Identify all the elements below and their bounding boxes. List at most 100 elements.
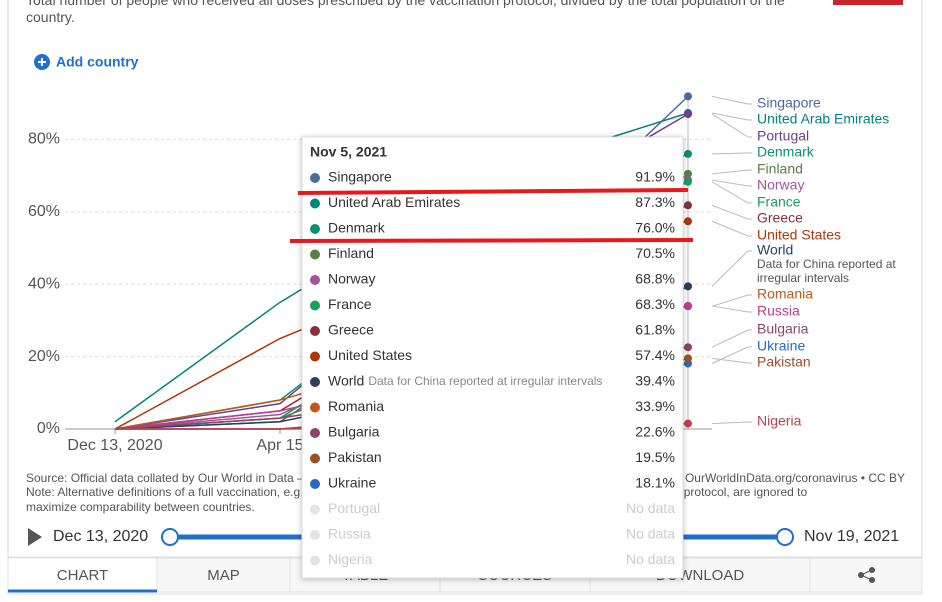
note: maximize comparability between countries…: [26, 500, 255, 514]
end-dot: [684, 343, 692, 352]
legend-label[interactable]: Denmark: [757, 144, 815, 160]
label-connector: [711, 294, 752, 307]
tooltip-value: 68.3%: [635, 296, 675, 312]
tooltip-note: Data for China reported at irregular int…: [368, 374, 602, 388]
tooltip-dot: [310, 479, 320, 489]
tooltip-name: Ukraine: [328, 475, 376, 491]
tooltip-dot: [310, 504, 320, 515]
end-dot: [684, 282, 692, 291]
legend-label[interactable]: Portugal: [757, 128, 809, 144]
share-icon[interactable]: [858, 567, 875, 583]
timeline-start: Dec 13, 2020: [53, 528, 148, 545]
tooltip-value: 22.6%: [635, 424, 675, 440]
subtitle: Total number of people who received all …: [26, 0, 785, 25]
end-dot: [684, 217, 692, 226]
tooltip-value: 61.8%: [635, 322, 675, 338]
label-connector: [711, 112, 752, 121]
tab[interactable]: [7, 557, 158, 593]
tooltip-name: Finland: [328, 245, 374, 261]
legend-label[interactable]: Finland: [757, 161, 803, 177]
tooltip-dot: [310, 224, 320, 234]
label-connector: [711, 152, 752, 155]
label-connector: [711, 113, 752, 138]
tab-label[interactable]: MAP: [207, 567, 240, 584]
tooltip-name: United Arab Emirates: [328, 194, 460, 210]
legend-label[interactable]: Pakistan: [757, 354, 811, 370]
label-connector: [711, 179, 752, 187]
legend-label[interactable]: United States: [757, 227, 841, 243]
tooltip-name: Bulgaria: [328, 424, 380, 440]
tooltip-dot: [310, 351, 320, 362]
legend-label[interactable]: United Arab Emirates: [757, 111, 889, 127]
tab-label[interactable]: CHART: [57, 567, 108, 584]
legend-label[interactable]: Nigeria: [757, 413, 802, 429]
tooltip-name: Nigeria: [328, 551, 373, 567]
tooltip-name: Norway: [328, 271, 375, 287]
tooltip-name: United States: [328, 347, 412, 363]
legend-label[interactable]: World: [757, 242, 793, 258]
label-connector: [711, 220, 752, 237]
tooltip-dot: [310, 428, 320, 438]
tooltip-value: 19.5%: [635, 449, 675, 465]
tooltip-value: 68.8%: [635, 271, 675, 287]
label-connector: [711, 169, 752, 175]
label-connector: [711, 250, 752, 287]
tooltip-value: No data: [626, 500, 675, 516]
label-connector: [711, 204, 752, 220]
y-tick-label: 80%: [28, 131, 60, 148]
tab-share[interactable]: [809, 557, 923, 593]
play-button[interactable]: [28, 528, 42, 546]
legend-label[interactable]: Romania: [757, 286, 813, 302]
tooltip-value: No data: [626, 526, 675, 542]
tooltip-name: Singapore: [328, 169, 392, 185]
tooltip-name: World Data for China reported at irregula…: [328, 373, 602, 389]
add-country[interactable]: Add country: [56, 54, 139, 70]
legend-label[interactable]: Ukraine: [757, 338, 805, 354]
x-tick-label: Apr 15: [256, 437, 303, 454]
tooltip-value: 76.0%: [635, 220, 675, 236]
tooltip-value: 18.1%: [635, 475, 675, 491]
timeline-handle[interactable]: [776, 528, 794, 546]
tooltip-dot: [310, 402, 320, 413]
timeline-handle[interactable]: [161, 528, 179, 546]
tooltip-name: Denmark: [328, 220, 386, 236]
tooltip-name: Russia: [328, 526, 371, 542]
logo-bar: [833, 0, 903, 5]
end-dot: [684, 201, 692, 210]
label-connector: [711, 181, 752, 204]
legend-label[interactable]: France: [757, 194, 801, 210]
legend-label[interactable]: Singapore: [757, 95, 821, 111]
end-dot: [684, 92, 692, 101]
tooltip-dot: [310, 326, 320, 336]
tooltip-value: 70.5%: [635, 245, 675, 261]
end-dot: [684, 419, 692, 428]
tab[interactable]: [156, 557, 291, 593]
subtitle-box: Total number of people who received all …: [26, 0, 785, 25]
share-link: [859, 569, 873, 581]
tooltip-dot: [310, 249, 320, 260]
tooltip-name: Romania: [328, 398, 384, 414]
legend-label[interactable]: Greece: [757, 210, 803, 226]
tooltip: Nov 5, 2021 Singapore 91.9% United Arab Emi…: [301, 136, 684, 579]
tooltip-value: 57.4%: [635, 347, 675, 363]
end-dot: [684, 149, 692, 158]
end-dot: [684, 110, 692, 119]
source-link[interactable]: OurWorldInData.org/coronavirus • CC BY: [685, 471, 905, 485]
tooltip-dot: [310, 530, 320, 540]
label-connector: [711, 95, 752, 105]
tooltip-box: [301, 136, 684, 579]
legend-label[interactable]: Norway: [757, 177, 804, 193]
label-connector: [711, 357, 752, 364]
tooltip-value: 39.4%: [635, 373, 675, 389]
legend-label[interactable]: Bulgaria: [757, 321, 809, 337]
legend-label[interactable]: Russia: [757, 303, 800, 319]
y-tick-label: 60%: [28, 203, 60, 220]
tooltip-dot: [310, 555, 320, 566]
tooltip-value: No data: [626, 551, 675, 567]
tooltip-value: 87.3%: [635, 194, 675, 210]
tooltip-name: Greece: [328, 322, 374, 338]
tooltip-name: Pakistan: [328, 449, 382, 465]
label-connector: [711, 421, 752, 425]
